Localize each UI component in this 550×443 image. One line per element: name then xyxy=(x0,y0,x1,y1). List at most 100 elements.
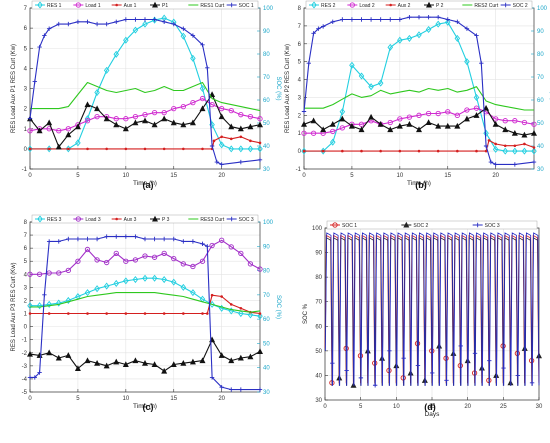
legend-marker xyxy=(37,1,43,9)
data-point xyxy=(75,258,81,264)
data-point xyxy=(199,357,206,364)
legend-label: SOC 2 xyxy=(413,223,428,229)
data-point xyxy=(320,24,326,29)
data-point xyxy=(397,116,403,122)
y-right-tick-label: 100 xyxy=(537,6,548,12)
legend-marker xyxy=(403,221,410,228)
data-point xyxy=(94,88,100,97)
data-point xyxy=(229,137,233,141)
data-point xyxy=(397,36,403,44)
series-line xyxy=(304,107,535,134)
legend-marker xyxy=(349,2,355,8)
data-point xyxy=(151,361,158,368)
data-point xyxy=(257,266,263,272)
data-point xyxy=(501,365,506,371)
data-point xyxy=(531,147,537,155)
panel-label: (b) xyxy=(415,180,427,190)
data-point xyxy=(142,359,148,366)
data-point xyxy=(47,147,51,151)
legend-label: Load 3 xyxy=(85,217,101,223)
data-point xyxy=(27,116,33,121)
data-point xyxy=(330,360,335,366)
data-point xyxy=(142,274,148,282)
series-p1 xyxy=(27,91,263,150)
data-point xyxy=(132,119,139,126)
data-point xyxy=(239,307,243,310)
data-point xyxy=(464,58,470,66)
data-point xyxy=(74,123,81,130)
data-point xyxy=(133,17,138,22)
data-point xyxy=(105,312,108,315)
data-point xyxy=(492,121,499,127)
data-point xyxy=(181,26,186,31)
data-point xyxy=(94,285,100,293)
data-point xyxy=(190,239,196,244)
data-point xyxy=(444,122,451,129)
y-right-axis-label: SOC (%) xyxy=(275,295,281,319)
y-tick-label: -3 xyxy=(22,364,28,370)
data-point xyxy=(329,121,336,127)
data-point xyxy=(171,236,176,242)
legend-label: RES 1 xyxy=(47,3,62,9)
legend-label: SOC 1 xyxy=(239,3,254,9)
data-point xyxy=(228,123,235,130)
data-point xyxy=(65,131,72,138)
legend-marker xyxy=(115,217,118,221)
data-point xyxy=(171,105,177,112)
data-point xyxy=(56,239,61,244)
data-point xyxy=(123,277,129,285)
data-point xyxy=(444,18,451,26)
data-point xyxy=(218,141,225,149)
data-point xyxy=(74,365,81,371)
x-tick-label: 5 xyxy=(76,396,80,402)
data-point xyxy=(67,312,70,315)
data-point xyxy=(142,236,148,242)
x-tick-label: 15 xyxy=(429,404,436,410)
data-point xyxy=(464,26,470,31)
legend-label: RES2 Curt xyxy=(474,3,499,9)
x-tick-label: 10 xyxy=(122,396,129,402)
data-point xyxy=(238,112,244,118)
data-point xyxy=(502,147,509,155)
y-tick-label: 50 xyxy=(315,349,322,355)
legend-label: RES3 Curt xyxy=(200,217,225,223)
data-point xyxy=(55,143,62,150)
y-right-tick-label: 70 xyxy=(263,75,270,81)
panel-label: (d) xyxy=(424,402,436,412)
y-tick-label: 0 xyxy=(298,149,302,155)
data-point xyxy=(416,112,422,118)
y-tick-label: 6 xyxy=(24,26,28,32)
data-point xyxy=(162,147,166,151)
series-line xyxy=(30,277,261,317)
y-tick-label: 2 xyxy=(298,113,302,119)
data-point xyxy=(301,121,307,127)
data-point xyxy=(151,110,158,116)
series-res-1 xyxy=(27,14,263,153)
x-axis-label: Time (h) xyxy=(133,403,157,410)
data-point xyxy=(483,104,490,111)
data-point xyxy=(161,367,168,374)
data-point xyxy=(368,17,374,22)
data-point xyxy=(42,33,47,38)
data-point xyxy=(27,350,33,357)
series-line xyxy=(30,292,261,313)
data-point xyxy=(152,236,157,242)
data-point xyxy=(521,119,528,126)
data-point xyxy=(349,61,355,69)
y-right-tick-label: 80 xyxy=(537,52,544,58)
data-point xyxy=(247,311,254,319)
y-right-tick-label: 50 xyxy=(537,121,544,127)
data-point xyxy=(94,114,100,120)
data-point xyxy=(46,349,53,356)
legend-label: RES 3 xyxy=(47,217,62,223)
data-point xyxy=(46,119,53,126)
data-point xyxy=(372,383,378,388)
data-point xyxy=(132,276,139,284)
data-point xyxy=(237,125,244,132)
data-point xyxy=(205,65,210,70)
data-point xyxy=(86,312,89,315)
data-point xyxy=(247,261,254,267)
y-tick-label: 5 xyxy=(298,60,302,66)
x-tick-label: 0 xyxy=(323,404,327,410)
data-point xyxy=(249,139,252,143)
